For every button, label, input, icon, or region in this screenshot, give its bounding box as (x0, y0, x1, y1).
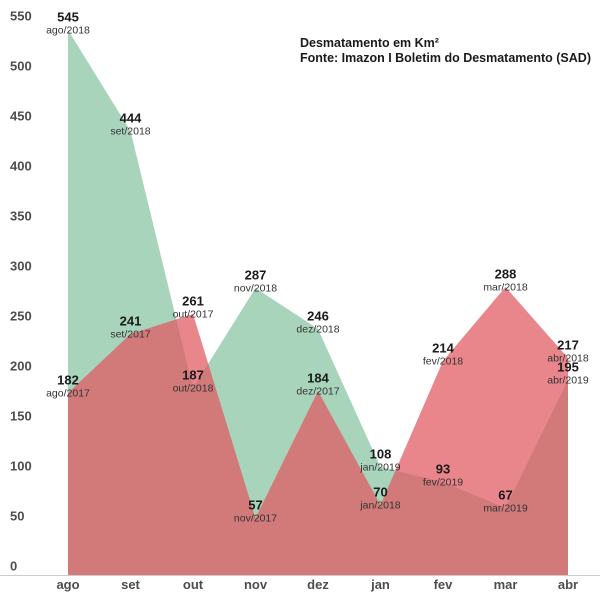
y-tick-label-300: 300 (10, 259, 32, 274)
value-label-nov-2017: 57 (248, 498, 262, 513)
x-axis-label-jan: jan (370, 577, 390, 592)
date-label-abr-2019: abr/2019 (547, 375, 589, 387)
y-tick-label-500: 500 (10, 59, 32, 74)
y-tick-label-350: 350 (10, 209, 32, 224)
chart-title: Desmatamento em Km² (300, 36, 439, 50)
y-tick-label-450: 450 (10, 109, 32, 124)
y-tick-label-0: 0 (10, 559, 17, 574)
value-label-fev-2018: 214 (432, 341, 454, 356)
date-label-out-2018: out/2018 (173, 383, 214, 395)
date-label-nov-2018: nov/2018 (234, 283, 277, 295)
value-label-ago-2018: 545 (57, 10, 79, 25)
date-label-dez-2018: dez/2018 (296, 324, 339, 336)
date-label-nov-2017: nov/2017 (234, 513, 277, 525)
y-tick-label-150: 150 (10, 409, 32, 424)
value-label-abr-2019: 195 (557, 360, 579, 375)
value-label-jan-2019: 108 (370, 447, 392, 462)
value-label-mar-2019: 67 (498, 488, 512, 503)
date-label-mar-2018: mar/2018 (483, 282, 528, 294)
x-axis-label-dez: dez (307, 577, 329, 592)
value-label-mar-2018: 288 (495, 267, 517, 282)
x-axis-label-fev: fev (434, 577, 454, 592)
chart-title-block: Desmatamento em Km² Fonte: Imazon I Bole… (300, 36, 591, 66)
x-axis-label-out: out (183, 577, 204, 592)
y-tick-label-550: 550 (10, 9, 32, 24)
y-tick-label-50: 50 (10, 509, 24, 524)
date-label-set-2017: set/2017 (110, 329, 150, 341)
value-label-jan-2018: 70 (373, 485, 387, 500)
y-tick-label-200: 200 (10, 359, 32, 374)
date-label-dez-2017: dez/2017 (296, 386, 339, 398)
y-tick-label-250: 250 (10, 309, 32, 324)
y-tick-label-400: 400 (10, 159, 32, 174)
x-axis-label-ago: ago (56, 577, 79, 592)
value-label-dez-2018: 246 (307, 309, 329, 324)
date-label-ago-2017: ago/2017 (46, 388, 90, 400)
x-axis-label-abr: abr (558, 577, 578, 592)
value-label-dez-2017: 184 (307, 371, 329, 386)
date-label-ago-2018: ago/2018 (46, 25, 90, 37)
value-label-fev-2019: 93 (436, 462, 450, 477)
date-label-abr-2018: abr/2018 (547, 353, 589, 365)
value-label-ago-2017: 182 (57, 373, 79, 388)
x-axis-label-nov: nov (244, 577, 268, 592)
y-tick-label-100: 100 (10, 459, 32, 474)
value-label-out-2017: 261 (182, 294, 204, 309)
date-label-set-2018: set/2018 (110, 126, 150, 138)
value-label-set-2018: 444 (120, 111, 142, 126)
date-label-jan-2019: jan/2019 (359, 462, 400, 474)
value-label-out-2018: 187 (182, 368, 204, 383)
value-label-set-2017: 241 (120, 314, 142, 329)
value-label-abr-2018: 217 (557, 338, 579, 353)
chart-source: Fonte: Imazon I Boletim do Desmatamento … (300, 51, 591, 65)
area-series-2017-2018 (68, 287, 568, 575)
value-label-nov-2018: 287 (245, 268, 267, 283)
date-label-mar-2019: mar/2019 (483, 503, 528, 515)
x-axis-label-mar: mar (494, 577, 518, 592)
date-label-jan-2018: jan/2018 (359, 500, 400, 512)
date-label-out-2017: out/2017 (173, 309, 214, 321)
date-label-fev-2018: fev/2018 (423, 356, 463, 368)
x-axis-label-set: set (121, 577, 140, 592)
date-label-fev-2019: fev/2019 (423, 477, 463, 489)
